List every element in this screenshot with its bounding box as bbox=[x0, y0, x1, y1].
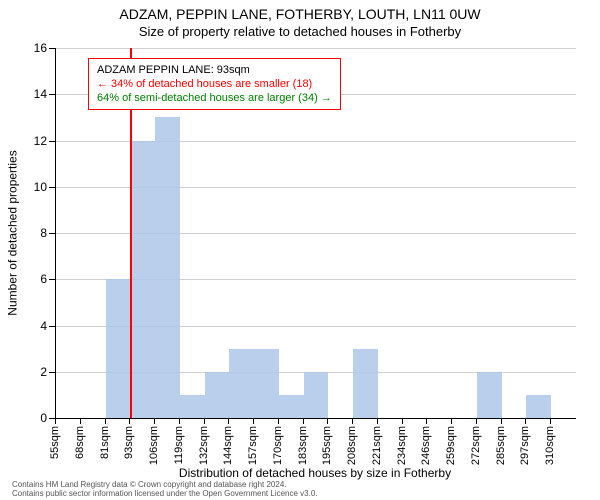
x-tick-label: 285sqm bbox=[495, 426, 507, 465]
attribution: Contains HM Land Registry data © Crown c… bbox=[12, 480, 588, 498]
x-tick bbox=[402, 418, 403, 424]
x-tick-label: 68sqm bbox=[74, 426, 86, 459]
y-tick-label: 6 bbox=[23, 272, 47, 286]
x-tick bbox=[253, 418, 254, 424]
annotation-box: ADZAM PEPPIN LANE: 93sqm ← 34% of detach… bbox=[88, 58, 341, 110]
histogram-bar bbox=[254, 349, 279, 418]
x-tick-label: 132sqm bbox=[198, 426, 210, 465]
annotation-line-1: ADZAM PEPPIN LANE: 93sqm bbox=[97, 63, 332, 77]
y-tick-label: 0 bbox=[23, 411, 47, 425]
x-tick bbox=[129, 418, 130, 424]
y-tick bbox=[49, 94, 55, 95]
histogram-bar bbox=[353, 349, 378, 418]
x-tick bbox=[501, 418, 502, 424]
x-tick bbox=[451, 418, 452, 424]
y-tick-label: 2 bbox=[23, 365, 47, 379]
y-tick-label: 12 bbox=[23, 134, 47, 148]
x-tick bbox=[278, 418, 279, 424]
attribution-line-1: Contains HM Land Registry data © Crown c… bbox=[12, 480, 588, 489]
x-tick-label: 119sqm bbox=[173, 426, 185, 464]
x-tick-label: 234sqm bbox=[396, 426, 408, 465]
x-tick-label: 297sqm bbox=[519, 426, 531, 465]
y-tick bbox=[49, 326, 55, 327]
histogram-bar bbox=[477, 372, 502, 418]
histogram-bar bbox=[304, 372, 329, 418]
y-tick bbox=[49, 141, 55, 142]
x-tick-label: 195sqm bbox=[321, 426, 333, 465]
x-tick-label: 310sqm bbox=[544, 426, 556, 465]
x-tick bbox=[105, 418, 106, 424]
x-tick bbox=[352, 418, 353, 424]
x-tick-label: 93sqm bbox=[123, 426, 135, 459]
y-tick bbox=[49, 48, 55, 49]
y-axis-label: Number of detached properties bbox=[6, 48, 20, 418]
x-tick-label: 246sqm bbox=[420, 426, 432, 465]
gridline bbox=[56, 48, 576, 49]
x-tick-label: 259sqm bbox=[445, 426, 457, 465]
x-tick-label: 183sqm bbox=[297, 426, 309, 465]
x-tick bbox=[80, 418, 81, 424]
histogram-bar bbox=[205, 372, 230, 418]
x-tick bbox=[154, 418, 155, 424]
histogram-bar bbox=[106, 279, 131, 418]
y-tick-label: 10 bbox=[23, 180, 47, 194]
x-tick-label: 272sqm bbox=[470, 426, 482, 465]
x-tick-label: 208sqm bbox=[346, 426, 358, 465]
y-tick bbox=[49, 372, 55, 373]
x-tick bbox=[327, 418, 328, 424]
annotation-line-2: ← 34% of detached houses are smaller (18… bbox=[97, 77, 332, 91]
y-tick-label: 16 bbox=[23, 41, 47, 55]
x-tick bbox=[228, 418, 229, 424]
x-axis-label: Distribution of detached houses by size … bbox=[55, 466, 575, 480]
histogram-bar bbox=[526, 395, 551, 418]
attribution-line-2: Contains public sector information licen… bbox=[12, 489, 588, 498]
y-tick bbox=[49, 187, 55, 188]
histogram-bar bbox=[130, 141, 155, 419]
chart-canvas: ADZAM, PEPPIN LANE, FOTHERBY, LOUTH, LN1… bbox=[0, 0, 600, 500]
x-tick bbox=[204, 418, 205, 424]
x-tick bbox=[525, 418, 526, 424]
x-tick-label: 106sqm bbox=[148, 426, 160, 465]
y-tick-label: 8 bbox=[23, 226, 47, 240]
y-tick-label: 14 bbox=[23, 87, 47, 101]
chart-title-sub: Size of property relative to detached ho… bbox=[0, 24, 600, 39]
histogram-bar bbox=[180, 395, 205, 418]
x-tick bbox=[426, 418, 427, 424]
chart-title-main: ADZAM, PEPPIN LANE, FOTHERBY, LOUTH, LN1… bbox=[0, 6, 600, 22]
y-tick bbox=[49, 233, 55, 234]
x-tick bbox=[55, 418, 56, 424]
x-tick bbox=[303, 418, 304, 424]
x-tick-label: 221sqm bbox=[371, 426, 383, 465]
x-tick bbox=[377, 418, 378, 424]
y-axis-label-text: Number of detached properties bbox=[6, 150, 20, 315]
x-tick-label: 55sqm bbox=[49, 426, 61, 459]
y-tick bbox=[49, 279, 55, 280]
x-tick-label: 170sqm bbox=[272, 426, 284, 465]
x-tick-label: 157sqm bbox=[247, 426, 259, 465]
x-tick bbox=[179, 418, 180, 424]
annotation-line-3: 64% of semi-detached houses are larger (… bbox=[97, 91, 332, 105]
histogram-bar bbox=[279, 395, 304, 418]
y-tick-label: 4 bbox=[23, 319, 47, 333]
x-tick bbox=[476, 418, 477, 424]
x-tick bbox=[550, 418, 551, 424]
histogram-bar bbox=[155, 117, 180, 418]
x-tick-label: 144sqm bbox=[222, 426, 234, 465]
histogram-bar bbox=[229, 349, 254, 418]
x-tick-label: 81sqm bbox=[99, 426, 111, 459]
